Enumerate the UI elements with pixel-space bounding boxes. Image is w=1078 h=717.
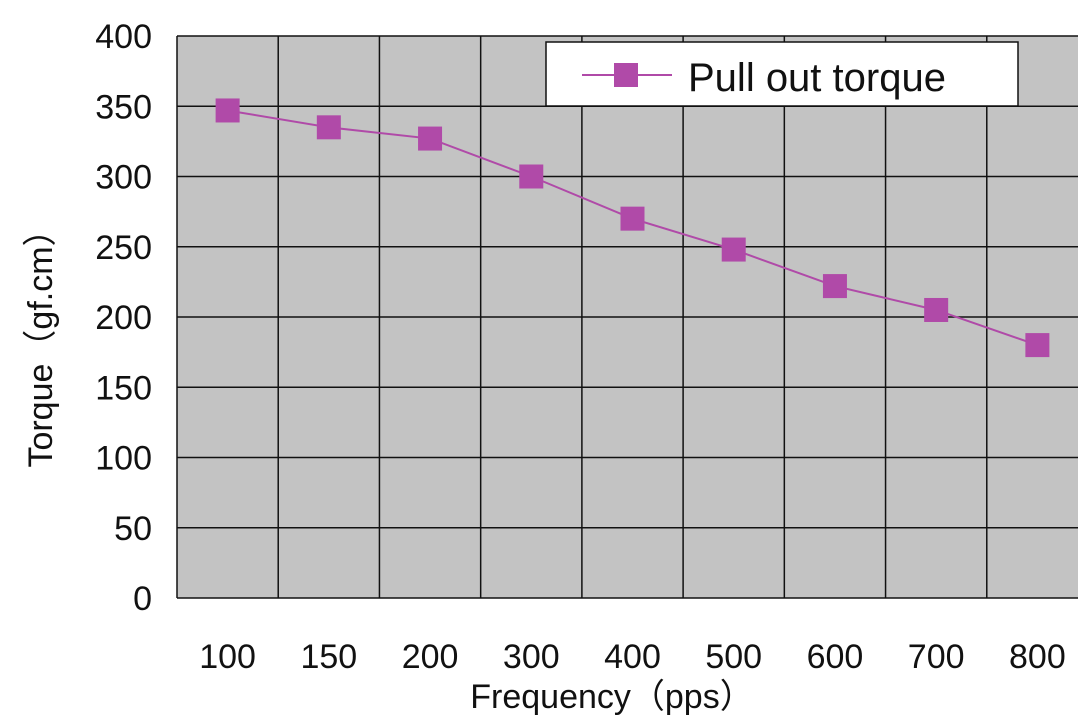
legend-label: Pull out torque (688, 56, 946, 100)
x-axis-title: Frequency（pps） (470, 678, 753, 716)
data-point (1025, 333, 1050, 358)
y-tick-label: 400 (95, 18, 152, 56)
data-point (215, 98, 240, 123)
data-point (316, 115, 341, 140)
legend-marker (614, 63, 638, 87)
data-point (721, 237, 746, 262)
x-tick-label: 600 (807, 638, 864, 676)
x-tick-label: 500 (705, 638, 762, 676)
y-tick-label: 350 (95, 88, 152, 126)
data-point (620, 206, 645, 231)
grid (176, 35, 1078, 599)
y-tick-label: 300 (95, 159, 152, 197)
series-layer (215, 98, 1050, 358)
y-tick-label: 50 (114, 510, 152, 548)
legend: Pull out torque (545, 41, 1019, 107)
x-tick-label: 800 (1009, 638, 1066, 676)
y-tick-label: 150 (95, 369, 152, 407)
x-tick-label: 300 (503, 638, 560, 676)
x-tick-label: 100 (199, 638, 256, 676)
y-tick-label: 250 (95, 229, 152, 267)
x-tick-label: 200 (402, 638, 459, 676)
data-point (822, 274, 847, 299)
x-tick-label: 700 (908, 638, 965, 676)
data-point (924, 297, 949, 322)
y-tick-label: 100 (95, 440, 152, 478)
x-tick-label: 400 (604, 638, 661, 676)
y-tick-label: 0 (133, 580, 152, 618)
y-axis-title: Torque（gf.cm） (22, 212, 60, 467)
y-tick-label: 200 (95, 299, 152, 337)
axes: 0 50 100 150 200 250 300 350 400 100 150 200 300 400 5… (95, 18, 1065, 676)
data-point (418, 126, 443, 151)
data-point (519, 164, 544, 189)
x-tick-label: 150 (300, 638, 357, 676)
